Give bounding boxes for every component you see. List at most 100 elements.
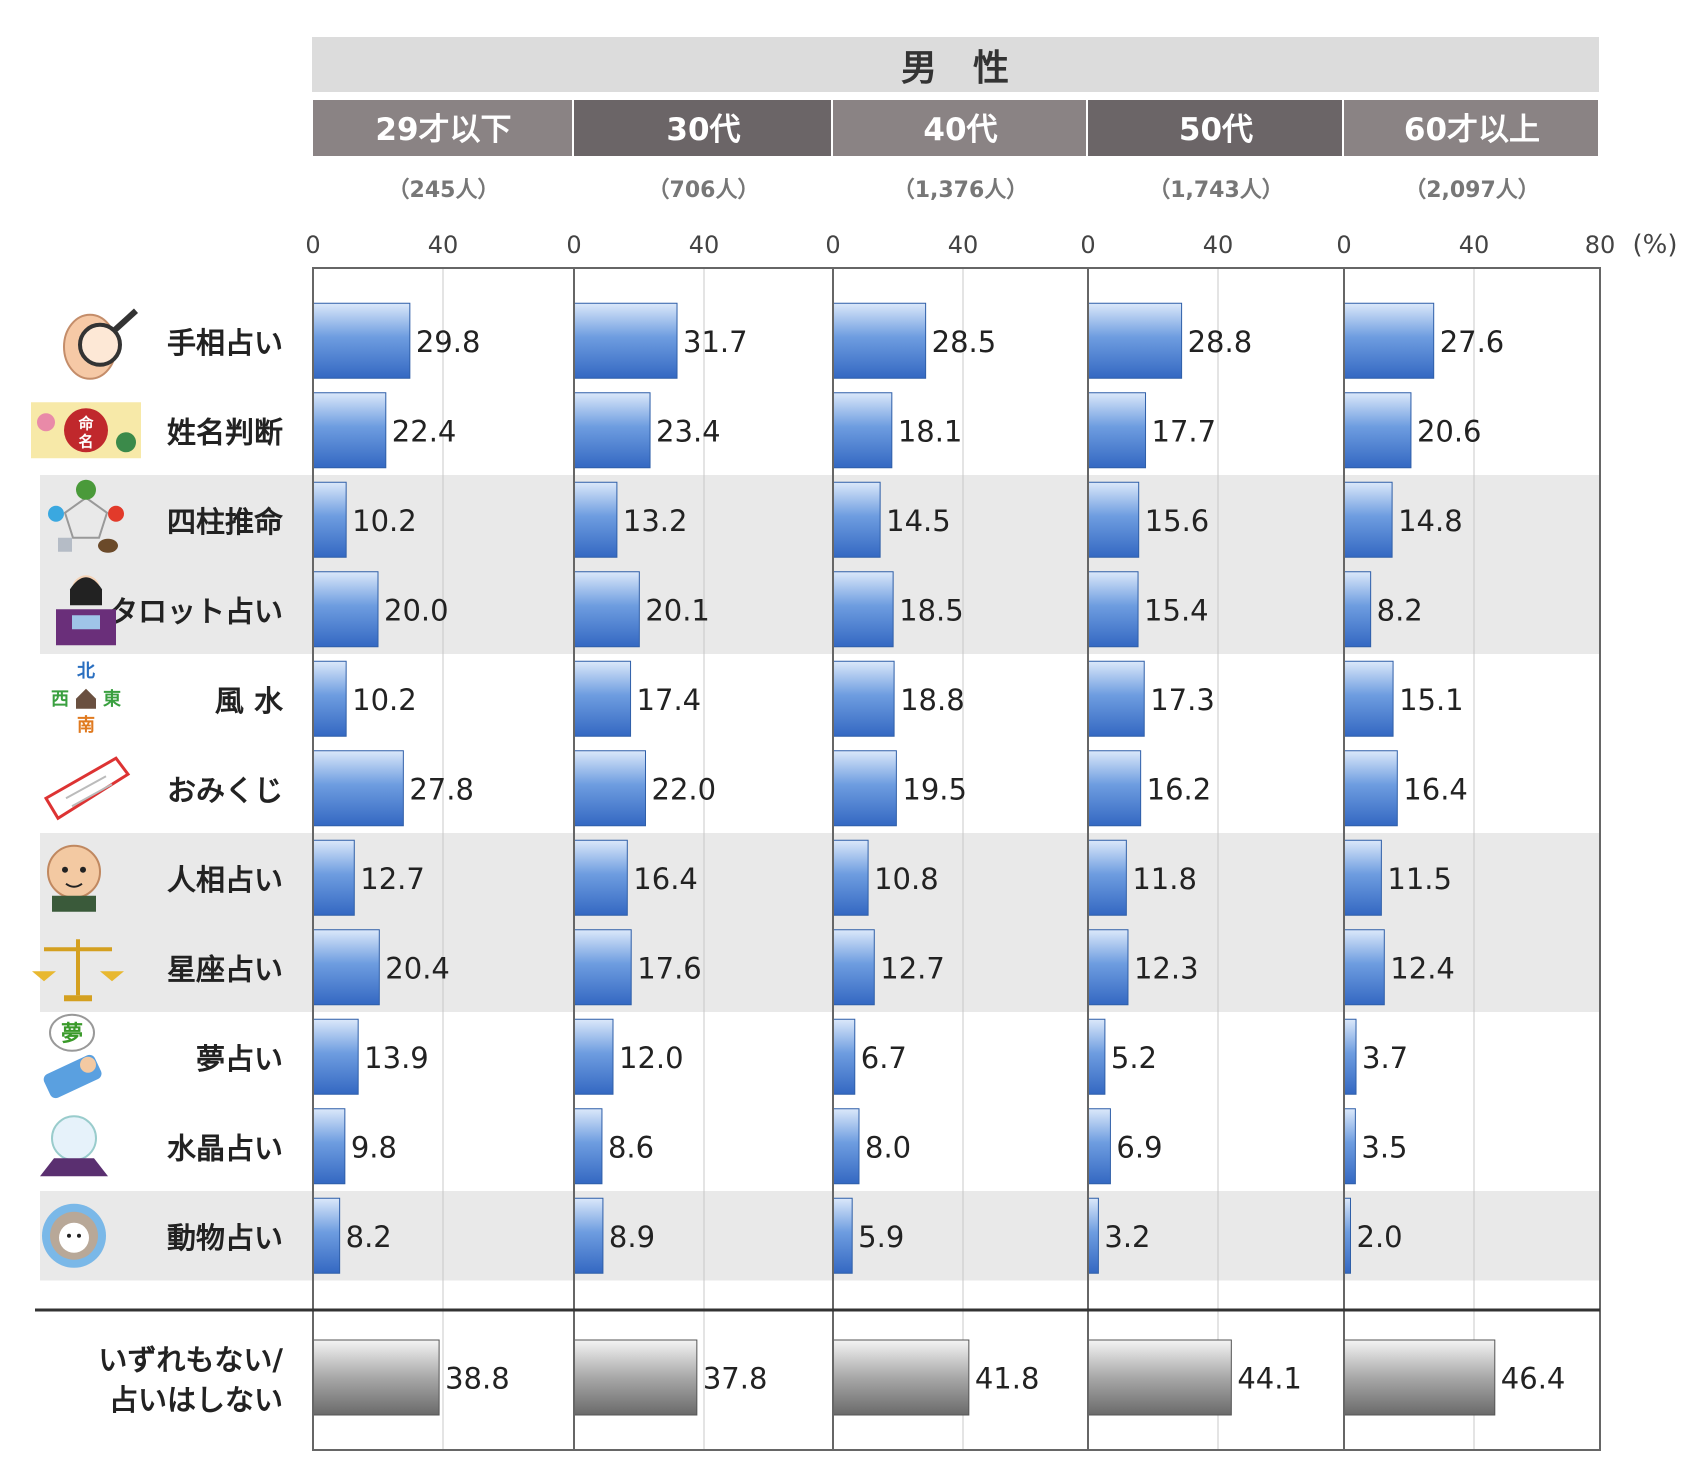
physiognomy-face-icon [47,844,101,912]
bar [312,481,347,558]
bar [832,1197,853,1274]
bar [1087,1108,1111,1185]
summary-value-label: 44.1 [1237,1362,1302,1396]
respondent-count: （1,376人） [893,178,1029,203]
category-label: 夢占い [196,1042,283,1076]
bar [1343,571,1372,648]
bar-value-label: 3.5 [1361,1130,1407,1164]
bar [832,660,895,737]
bar-value-label: 17.4 [637,683,702,717]
bar [312,750,404,827]
category-label: 手相占い [167,326,283,360]
bar [1343,1108,1356,1185]
bar-value-label: 15.1 [1399,683,1464,717]
four-pillars-icon [48,479,124,553]
bar-value-label: 8.0 [865,1130,911,1164]
category-label: おみくじ [167,774,283,808]
age-header-0 [313,100,572,156]
respondent-count: （706人） [648,178,760,203]
bar [573,481,618,558]
bar-value-label: 13.9 [364,1041,429,1075]
bar-value-label: 19.5 [902,772,967,806]
category-label: 星座占い [167,953,283,987]
bar-value-label: 20.6 [1417,414,1482,448]
crystal-ball-icon [40,1115,108,1177]
svg-text:西: 西 [51,689,69,710]
bar-value-label: 16.4 [633,862,698,896]
age-header-2 [833,100,1086,156]
bar-value-label: 3.7 [1362,1041,1408,1075]
category-label: 風 水 [215,684,284,718]
bar-value-label: 11.5 [1387,862,1452,896]
bar-value-label: 10.8 [874,862,939,896]
bar-value-label: 28.8 [1188,325,1253,359]
bar [312,1108,346,1185]
svg-text:名: 名 [78,432,93,450]
axis-tick-label: 0 [305,231,320,259]
summary-value-label: 41.8 [975,1362,1040,1396]
bar [573,302,678,379]
summary-bar [1343,1339,1496,1416]
bar [832,750,897,827]
axis-tick-label: 40 [1203,231,1234,259]
category-label: 人相占い [167,863,283,897]
age-header-label: 40代 [923,112,997,148]
bar [1087,392,1147,469]
bar-value-label: 18.8 [900,683,965,717]
bar [573,660,632,737]
axis-tick-label: 40 [1459,231,1490,259]
summary-value-label: 46.4 [1501,1362,1566,1396]
svg-text:命: 命 [77,414,94,432]
bar-value-label: 13.2 [623,504,688,538]
bar-value-label: 8.6 [608,1130,654,1164]
respondent-count: （245人） [388,178,500,203]
bar [573,392,651,469]
axis-unit: (%) [1633,230,1678,260]
bar [573,571,640,648]
bar [832,571,894,648]
bar-value-label: 20.1 [645,593,710,627]
bar-value-label: 28.5 [932,325,997,359]
bar-value-label: 18.5 [899,593,964,627]
bar [832,481,881,558]
bar-value-label: 11.8 [1132,862,1197,896]
bar [1087,302,1183,379]
axis-tick-label: 0 [1336,231,1351,259]
bar-value-label: 10.2 [352,683,417,717]
age-header-label: 29才以下 [375,112,511,148]
summary-value-label: 37.8 [703,1362,768,1396]
bar [1343,839,1382,916]
bar-value-label: 6.7 [861,1041,907,1075]
row-band [40,833,1600,1012]
bar [832,1108,860,1185]
summary-bar [1087,1339,1232,1416]
libra-scale-icon [32,939,124,1002]
age-header-1 [574,100,831,156]
svg-text:夢: 夢 [61,1022,83,1047]
axis-tick-label: 0 [825,231,840,259]
bar [1087,1018,1106,1095]
svg-text:南: 南 [77,714,95,736]
summary-bar [573,1339,698,1416]
bar [832,392,893,469]
bar [832,302,927,379]
tarot-reader-icon [56,575,116,646]
bar-value-label: 29.8 [416,325,481,359]
age-header-4 [1344,100,1598,156]
bar-value-label: 12.3 [1134,951,1199,985]
dream-sleeper-icon: 夢 [43,1013,102,1099]
omikuji-icon [43,756,131,821]
bar [1343,929,1385,1006]
svg-text:北: 北 [77,661,95,682]
bar-value-label: 9.8 [351,1130,397,1164]
bar-value-label: 5.9 [858,1220,904,1254]
bar [1343,1018,1357,1095]
category-label: タロット占い [109,595,283,629]
bar [1343,302,1435,379]
bar-value-label: 16.4 [1403,772,1468,806]
bar [573,839,628,916]
bar-value-label: 12.7 [880,951,945,985]
bar-value-label: 2.0 [1357,1220,1403,1254]
bar [1087,571,1139,648]
